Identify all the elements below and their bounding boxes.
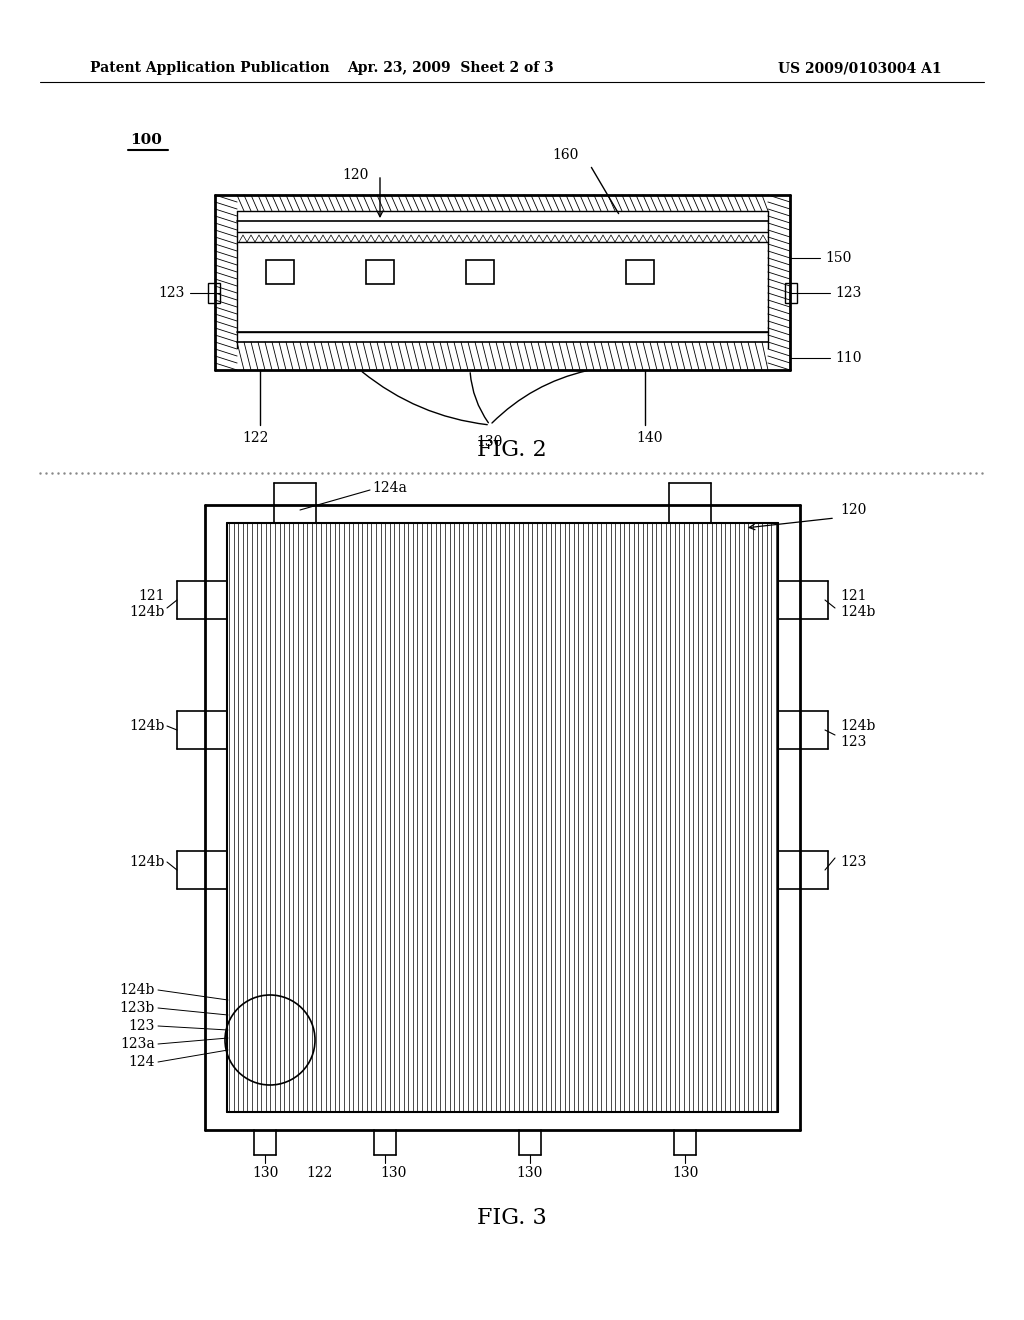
Text: 124b: 124b [130,719,165,733]
Bar [177,711,205,748]
Bar [177,581,205,619]
Text: 123: 123 [840,735,866,748]
Bar [800,851,828,888]
Text: 123: 123 [840,855,866,869]
Text: 150: 150 [825,251,851,265]
Bar [177,851,205,888]
Text: 130: 130 [517,1166,543,1180]
Bar [374,1130,396,1155]
Text: 124: 124 [128,1055,155,1069]
Text: 121: 121 [138,589,165,603]
Text: 124b: 124b [130,605,165,619]
Text: US 2009/0103004 A1: US 2009/0103004 A1 [778,61,942,75]
Text: 124b: 124b [840,719,876,733]
Text: 130: 130 [477,436,503,449]
Text: Apr. 23, 2009  Sheet 2 of 3: Apr. 23, 2009 Sheet 2 of 3 [347,61,553,75]
Text: 110: 110 [835,351,861,366]
Text: 123: 123 [129,1019,155,1034]
Text: 120: 120 [840,503,866,517]
Bar [800,581,828,619]
Text: Patent Application Publication: Patent Application Publication [90,61,330,75]
Bar [669,483,711,506]
Bar [274,483,316,506]
Bar [626,260,654,284]
Bar [266,260,294,284]
Text: 124b: 124b [840,605,876,619]
Text: 123: 123 [835,286,861,300]
Bar [466,260,494,284]
Text: 121: 121 [840,589,866,603]
Text: 124b: 124b [130,855,165,869]
Text: 140: 140 [637,432,664,445]
Text: FIG. 2: FIG. 2 [477,440,547,461]
Text: 124b: 124b [120,983,155,997]
Text: 130: 130 [252,1166,279,1180]
Bar [254,1130,276,1155]
Bar [785,282,797,304]
Text: 160: 160 [552,148,579,162]
Text: 122: 122 [242,432,268,445]
Text: 120: 120 [342,168,369,182]
Text: 123: 123 [159,286,185,300]
Text: 100: 100 [130,133,162,147]
Bar [674,1130,696,1155]
Bar [208,282,220,304]
Text: 123b: 123b [120,1001,155,1015]
Text: 122: 122 [307,1166,333,1180]
Text: 124a: 124a [373,480,408,495]
Bar [800,711,828,748]
Text: 130: 130 [672,1166,698,1180]
Text: 130: 130 [380,1166,407,1180]
Bar [519,1130,541,1155]
Bar [366,260,394,284]
Text: 123a: 123a [120,1038,155,1051]
Text: FIG. 3: FIG. 3 [477,1206,547,1229]
